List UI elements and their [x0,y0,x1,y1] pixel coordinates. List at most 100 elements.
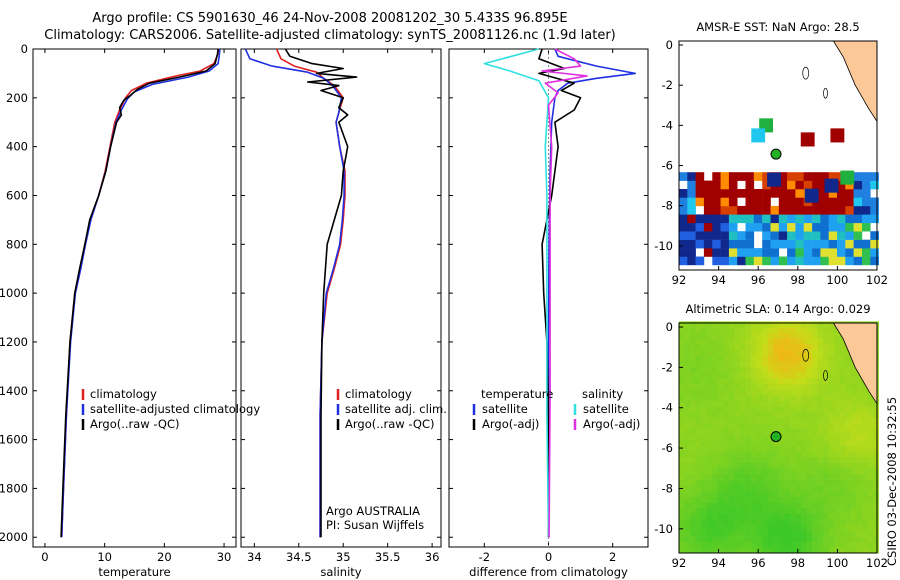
sla-pixel [778,440,785,446]
sla-pixel [723,502,730,509]
sst-pixel [762,205,771,215]
sla-pixel [728,360,735,367]
sla-pixel [728,519,735,526]
sla-pixel [834,389,841,396]
sst-pixel [803,214,813,224]
sla-pixel [762,355,769,362]
sla-pixel [762,468,769,475]
sla-pixel [695,327,702,333]
sla-pixel [734,344,741,350]
sla-pixel [690,496,696,503]
sla-pixel [767,462,774,469]
sla-pixel [817,321,824,328]
sla-pixel [828,519,835,526]
sla-pixel [679,377,685,384]
sla-pixel [812,485,818,492]
sla-pixel [784,479,791,486]
sla-pixel [690,440,696,446]
sst-pixel [720,214,730,224]
sla-pixel [839,377,846,384]
sla-pixel [679,360,685,367]
sla-pixel [767,411,774,418]
sla-pixel [850,541,857,548]
sst-pixel [762,239,771,249]
sla-pixel [701,349,708,356]
series-line-argo-raw-qc- [60,48,219,538]
sla-pixel [712,468,719,475]
sla-pixel [795,400,802,407]
sla-pixel [817,434,824,441]
sla-pixel [751,479,757,486]
sla-pixel [828,406,835,413]
sla-pixel [817,507,824,514]
sst-pixel [828,205,838,215]
sla-pixel [679,383,685,390]
sla-pixel [834,355,841,362]
legend-label: climatology [345,387,412,401]
sla-pixel [834,377,841,384]
sla-pixel [823,411,829,418]
sla-pixel [684,541,691,548]
sla-pixel [701,360,708,367]
sla-pixel [839,372,846,379]
sla-pixel [701,440,708,446]
sla-pixel [751,406,757,413]
sla-pixel [701,502,708,509]
sla-pixel [679,434,685,441]
sla-pixel [762,547,769,554]
sla-pixel [723,355,730,362]
sst-pixel [828,222,838,232]
sla-pixel [850,423,857,430]
sst-pixel [762,248,771,257]
sst-pixel [687,172,696,181]
sla-pixel [773,519,780,526]
sla-pixel [717,338,724,345]
sla-pixel [695,321,702,328]
sla-pixel [862,479,868,486]
sla-pixel [756,547,763,554]
sla-pixel [712,451,719,458]
sla-pixel [695,383,702,390]
sla-pixel [817,451,824,458]
sla-pixel [717,541,724,548]
sla-pixel [712,411,719,418]
sst-pixel [745,222,755,232]
sla-pixel [795,349,802,356]
sla-pixel [751,440,757,446]
x-tick-label: 0 [41,550,48,564]
sla-pixel [767,389,774,396]
sla-pixel [728,502,735,509]
y-tick-label: -2 [662,360,673,374]
sla-pixel [756,541,763,548]
sla-pixel [751,321,757,328]
sla-pixel [856,394,863,401]
sla-pixel [867,462,874,469]
sla-pixel [795,355,802,362]
sla-pixel [823,400,829,407]
sla-pixel [695,547,702,554]
sla-pixel [690,349,696,356]
sla-pixel [817,338,824,345]
sla-pixel [751,355,757,362]
sla-pixel [734,321,741,328]
sla-pixel [850,473,857,480]
sla-pixel [845,519,852,526]
sla-pixel [806,400,813,407]
sla-pixel [728,389,735,396]
sla-pixel [690,536,696,543]
sst-pixel [695,214,705,224]
sla-pixel [862,445,868,452]
sla-pixel [723,377,730,384]
sla-pixel [778,451,785,458]
sla-pixel [717,485,724,492]
sla-pixel [862,485,868,492]
sla-pixel [801,332,807,339]
sla-pixel [745,541,752,548]
sla-pixel [812,417,818,424]
sla-pixel [745,502,752,509]
sla-pixel [679,417,685,424]
sla-pixel [745,530,752,537]
sla-pixel [773,479,780,486]
sst-pixel [828,172,838,181]
sla-pixel [845,462,852,469]
